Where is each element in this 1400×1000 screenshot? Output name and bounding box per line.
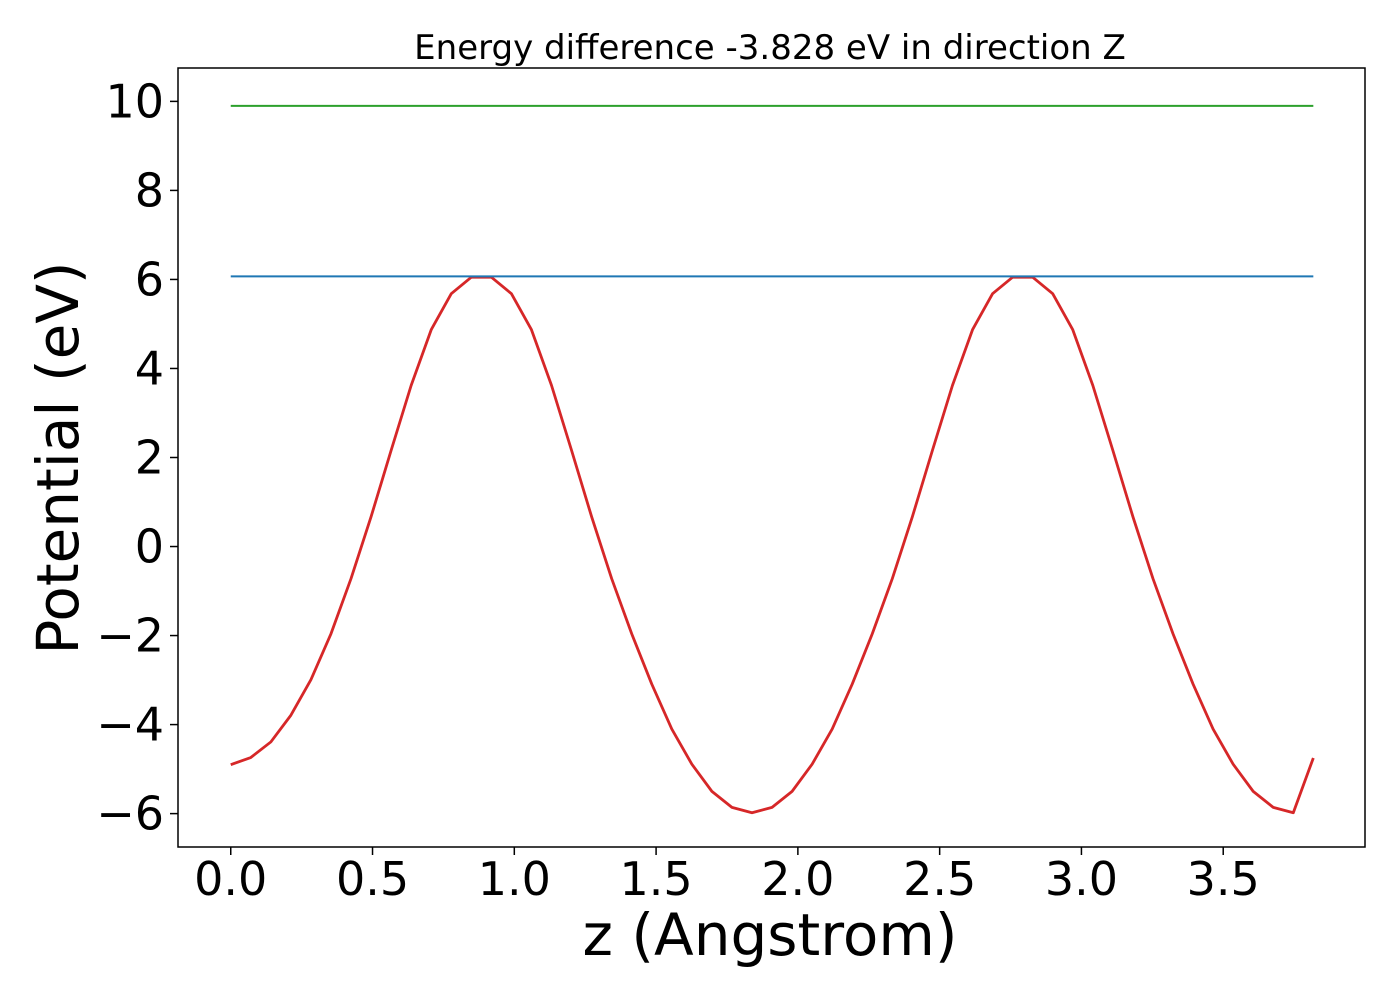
y-tick-label: 2 <box>135 431 164 485</box>
y-tick-label: 8 <box>135 163 164 217</box>
x-axis-ticks: 0.0 0.5 1.0 1.5 2.0 2.5 3.0 3.5 <box>194 847 1260 906</box>
x-tick-label: 3.0 <box>1045 852 1118 906</box>
series-layer <box>230 104 1315 815</box>
y-tick-label: 0 <box>135 520 164 574</box>
y-tick-label: 4 <box>135 341 164 395</box>
y-tick-label: 6 <box>135 252 164 306</box>
x-tick-label: 0.5 <box>336 852 409 906</box>
x-tick-label: 2.5 <box>903 852 976 906</box>
x-axis-label: z (Angstrom) <box>583 901 958 969</box>
x-tick-label: 0.0 <box>194 852 267 906</box>
y-tick-label: −4 <box>96 698 164 752</box>
x-tick-label: 1.5 <box>620 852 693 906</box>
chart-title: Energy difference -3.828 eV in direction… <box>414 28 1126 68</box>
y-axis-ticks: 10 8 6 4 2 0 −2 −4 −6 <box>96 74 178 841</box>
y-tick-label: −2 <box>96 609 164 663</box>
y-tick-label: 10 <box>105 74 164 128</box>
x-tick-label: 1.0 <box>478 852 551 906</box>
plot-frame <box>177 67 1366 848</box>
y-axis-label: Potential (eV) <box>24 261 92 654</box>
x-tick-label: 2.0 <box>761 852 834 906</box>
x-tick-label: 3.5 <box>1187 852 1260 906</box>
y-tick-label: −6 <box>96 787 164 841</box>
series-line-0 <box>230 275 1315 815</box>
